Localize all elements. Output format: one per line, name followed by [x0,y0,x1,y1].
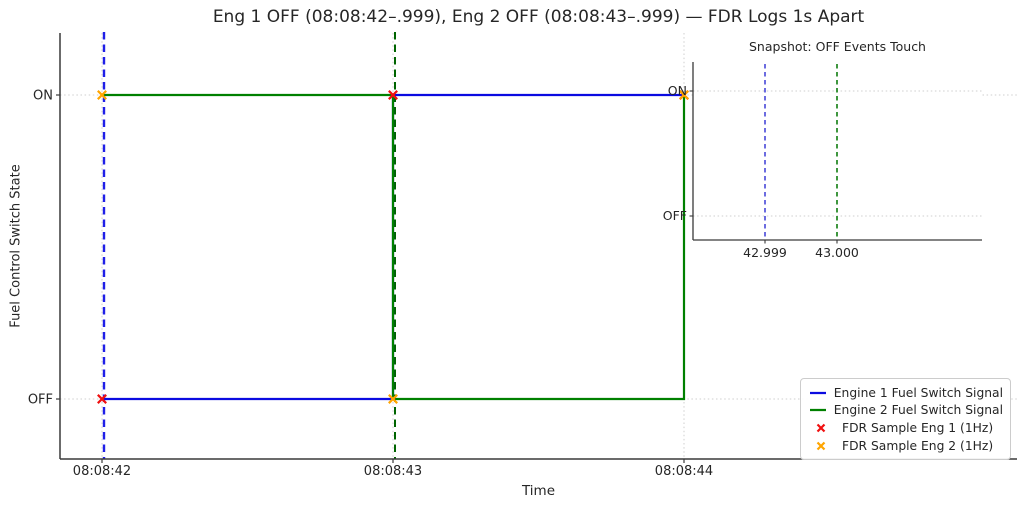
legend-line-swatch [810,409,826,412]
inset-x-tick-label: 43.000 [815,245,859,260]
inset-title: Snapshot: OFF Events Touch [749,39,926,54]
legend-label: Engine 2 Fuel Switch Signal [833,403,1003,418]
legend-x-marker-icon [816,441,826,450]
chart-title: Eng 1 OFF (08:08:42–.999), Eng 2 OFF (08… [212,7,865,27]
fdr-marker-eng2 [388,394,398,404]
legend-item: FDR Sample Eng 2 (1Hz) [808,437,1003,455]
inset-panel: OFF ON 42.999 43.000 Snapshot: OFF Events To… [663,39,982,260]
y-axis-label: Fuel Control Switch State [8,164,24,328]
legend-label: FDR Sample Eng 2 (1Hz) [842,438,994,453]
legend-item: FDR Sample Eng 1 (1Hz) [808,419,1003,437]
y-tick-label: OFF [28,393,53,408]
fdr-marker-eng1 [388,90,398,100]
legend-x-marker-icon [816,423,826,433]
y-tick-label: ON [33,89,53,104]
inset-x-tick-label: 42.999 [743,245,787,260]
series-engine2 [102,93,686,401]
legend-item: Engine 1 Fuel Switch Signal [808,384,1003,402]
x-tick-label: 08:08:43 [364,464,422,479]
legend: Engine 1 Fuel Switch Signal Engine 2 Fuel… [800,378,1011,461]
fdr-marker-eng1 [97,394,107,404]
x-tick-label: 08:08:44 [655,464,713,479]
fdr-marker-eng2 [97,90,107,100]
legend-line-swatch [810,391,826,394]
inset-y-tick-label: ON [668,83,687,98]
legend-label: Engine 1 Fuel Switch Signal [833,385,1003,400]
legend-item: Engine 2 Fuel Switch Signal [808,402,1003,420]
x-axis-label: Time [521,483,556,499]
fdr-marker-eng2 [679,90,689,100]
inset-y-tick-label: OFF [663,208,687,223]
legend-label: FDR Sample Eng 1 (1Hz) [842,420,994,435]
x-tick-label: 08:08:42 [73,464,131,479]
